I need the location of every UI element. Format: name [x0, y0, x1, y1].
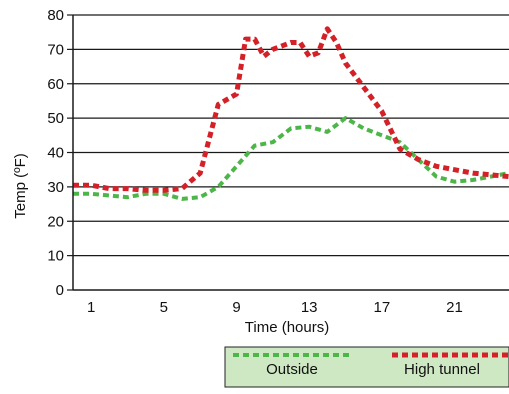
x-tick-label-21: 21 [446, 299, 463, 316]
y-tick-label-60: 60 [47, 76, 64, 93]
legend-label-outside: Outside [266, 361, 318, 378]
x-tick-label-5: 5 [160, 299, 168, 316]
x-tick-label-9: 9 [232, 299, 240, 316]
legend-label-high-tunnel: High tunnel [404, 361, 480, 378]
series-lines [73, 26, 509, 201]
legend-box [224, 346, 509, 388]
x-tick-labels: 1 5 9 13 17 21 [87, 299, 463, 316]
series-line-outside [73, 116, 509, 201]
series-line-high-tunnel [73, 26, 509, 193]
y-tick-label-30: 30 [47, 179, 64, 196]
y-tick-label-10: 10 [47, 248, 64, 265]
y-tick-label-0: 0 [56, 282, 64, 299]
x-tick-label-13: 13 [301, 299, 318, 316]
x-axis-label: Time (hours) [245, 319, 329, 336]
y-tick-label-70: 70 [47, 41, 64, 58]
y-tick-label-20: 20 [47, 213, 64, 230]
legend: Outside High tunnel [224, 346, 509, 388]
y-tick-label-80: 80 [47, 7, 64, 24]
x-tick-label-1: 1 [87, 299, 95, 316]
grid-lines [73, 14, 509, 257]
y-tick-label-50: 50 [47, 110, 64, 127]
y-tick-labels: 0 10 20 30 40 50 60 70 80 [47, 7, 73, 299]
y-tick-label-40: 40 [47, 145, 64, 162]
x-tick-label-17: 17 [373, 299, 390, 316]
y-axis-label: Temp (ºF) [12, 153, 29, 218]
